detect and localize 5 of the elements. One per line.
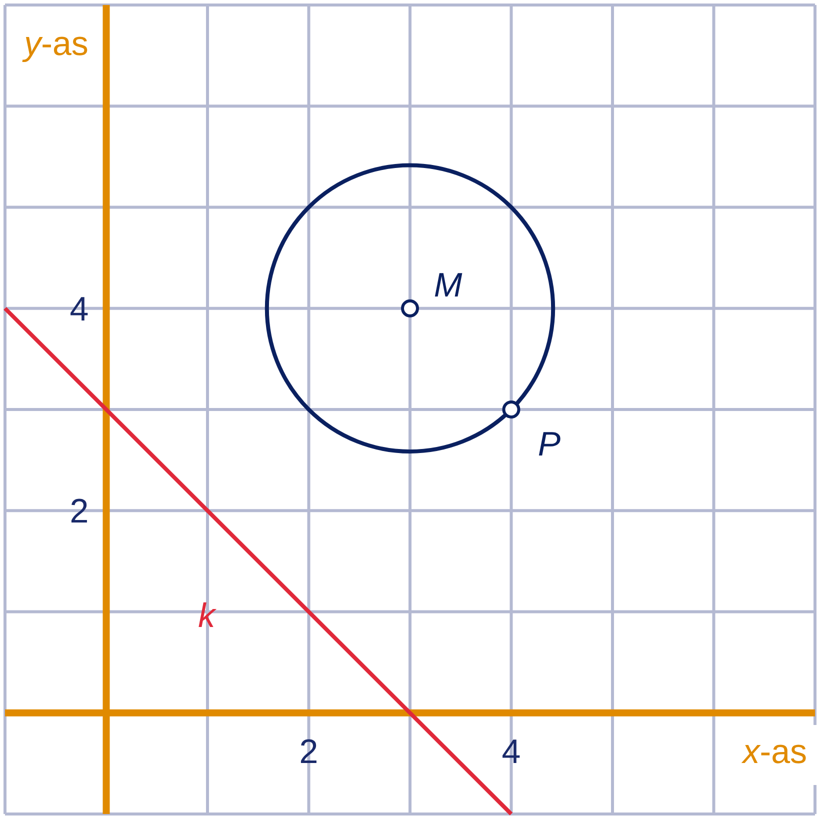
text: M xyxy=(434,266,463,304)
series-label: k xyxy=(198,597,218,636)
x-axis-title: x-as xyxy=(740,732,807,771)
series-label: P xyxy=(538,426,561,464)
y-axis-title: y-as xyxy=(22,25,88,63)
